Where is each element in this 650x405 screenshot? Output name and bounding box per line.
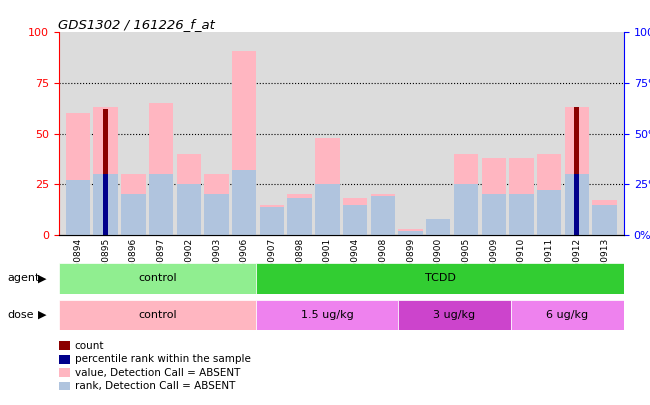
- Bar: [370, 194, 395, 235]
- Bar: [256, 263, 624, 294]
- Bar: [287, 198, 312, 235]
- Bar: [426, 219, 450, 235]
- Bar: [103, 174, 108, 235]
- Bar: [509, 158, 534, 235]
- Bar: [565, 107, 589, 235]
- Bar: [454, 154, 478, 235]
- Bar: [575, 174, 579, 235]
- Bar: [511, 300, 624, 330]
- Text: control: control: [138, 310, 177, 320]
- Bar: [58, 300, 256, 330]
- Text: 1.5 ug/kg: 1.5 ug/kg: [301, 310, 354, 320]
- Bar: [343, 205, 367, 235]
- Bar: [592, 200, 617, 235]
- Bar: [177, 154, 201, 235]
- Bar: [575, 107, 579, 235]
- Text: value, Detection Call = ABSENT: value, Detection Call = ABSENT: [75, 368, 240, 377]
- Bar: [537, 190, 562, 235]
- Text: ▶: ▶: [38, 310, 46, 320]
- Bar: [149, 103, 174, 235]
- Bar: [204, 174, 229, 235]
- Bar: [398, 300, 511, 330]
- Bar: [509, 194, 534, 235]
- Bar: [398, 229, 422, 235]
- Text: dose: dose: [8, 310, 34, 320]
- Bar: [256, 300, 398, 330]
- Bar: [204, 194, 229, 235]
- Bar: [592, 205, 617, 235]
- Bar: [260, 205, 284, 235]
- Bar: [315, 184, 339, 235]
- Bar: [94, 174, 118, 235]
- Text: rank, Detection Call = ABSENT: rank, Detection Call = ABSENT: [75, 381, 235, 391]
- Bar: [66, 180, 90, 235]
- Bar: [94, 107, 118, 235]
- Bar: [232, 170, 256, 235]
- Text: control: control: [138, 273, 177, 283]
- Bar: [537, 154, 562, 235]
- Text: 3 ug/kg: 3 ug/kg: [434, 310, 475, 320]
- Bar: [370, 196, 395, 235]
- Bar: [121, 194, 146, 235]
- Bar: [426, 219, 450, 235]
- Text: agent: agent: [8, 273, 40, 283]
- Bar: [232, 51, 256, 235]
- Bar: [177, 184, 201, 235]
- Bar: [454, 184, 478, 235]
- Bar: [66, 113, 90, 235]
- Text: 6 ug/kg: 6 ug/kg: [547, 310, 588, 320]
- Bar: [287, 194, 312, 235]
- Bar: [315, 138, 339, 235]
- Bar: [149, 174, 174, 235]
- Bar: [343, 198, 367, 235]
- Text: ▶: ▶: [38, 273, 46, 283]
- Bar: [482, 194, 506, 235]
- Text: GDS1302 / 161226_f_at: GDS1302 / 161226_f_at: [58, 18, 215, 31]
- Bar: [565, 174, 589, 235]
- Text: percentile rank within the sample: percentile rank within the sample: [75, 354, 251, 364]
- Bar: [121, 174, 146, 235]
- Bar: [103, 109, 108, 235]
- Text: count: count: [75, 341, 104, 351]
- Bar: [482, 158, 506, 235]
- Bar: [260, 207, 284, 235]
- Text: TCDD: TCDD: [425, 273, 456, 283]
- Bar: [58, 263, 256, 294]
- Bar: [398, 231, 422, 235]
